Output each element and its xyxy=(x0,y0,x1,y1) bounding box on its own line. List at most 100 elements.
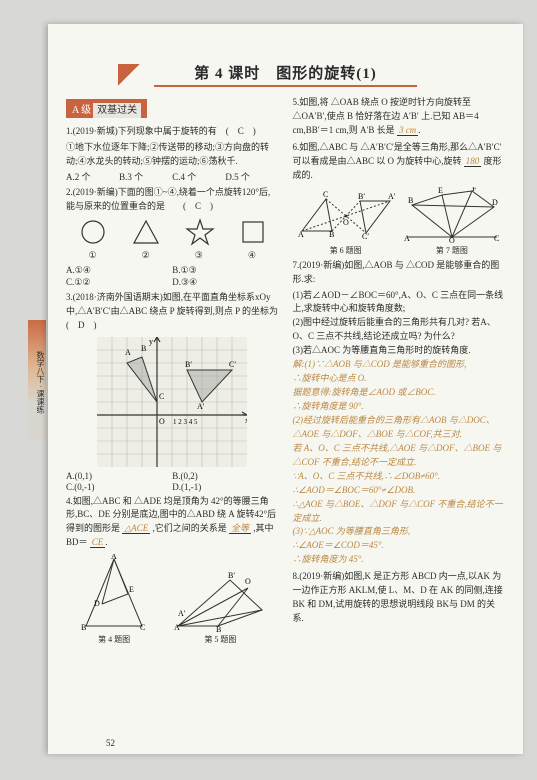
q7-s11: ∴∠AOE＝∠COD＝45°. xyxy=(293,539,506,553)
svg-text:A: A xyxy=(174,623,180,632)
corner-ornament xyxy=(118,64,140,86)
q5-cap: 第 5 题图 xyxy=(170,634,270,645)
q1-c: C.4 个 xyxy=(172,170,225,183)
q7-s1: 解:(1)∵△AOB 与△COD 是能够重合的图形, xyxy=(293,358,506,372)
q7-s12: ∴旋转角度为 45°. xyxy=(293,553,506,567)
svg-text:A′: A′ xyxy=(388,192,396,201)
svg-text:C′: C′ xyxy=(362,232,369,241)
level-text: A 级 xyxy=(72,105,91,116)
svg-text:B: B xyxy=(329,230,334,239)
svg-text:B′: B′ xyxy=(358,192,365,201)
q2-labels: ① ② ③ ④ xyxy=(66,250,279,261)
q2-stem: 2.(2019·新编)下面的图①~④,绕着一个点旋转120°后,能与原来的位置重… xyxy=(66,186,279,214)
svg-text:C: C xyxy=(323,190,328,199)
svg-text:y: y xyxy=(149,337,153,346)
q3-opts2: C.(0,-1) D.(1,-1) xyxy=(66,482,279,492)
right-column: 5.如图,将 △OAB 绕点 O 按逆时针方向旋转至△OA′B′,使点 B 恰好… xyxy=(293,93,506,645)
triangle-icon xyxy=(132,218,160,246)
page-number: 52 xyxy=(106,738,115,748)
level-badge: A 级双基过关 xyxy=(66,99,147,118)
q7-s8: ∴∠AOD＝∠BOC＝60°≠∠DOB. xyxy=(293,484,506,498)
q6-stem: 6.如图,△ABC 与 △A′B′C′是全等三角形,那么△A′B′C′可以看成是… xyxy=(293,141,506,183)
q3-c: C.(0,-1) xyxy=(66,482,172,492)
q7-s6: 若 A、O、C 三点不共线,△AOE 与△DOF、△BOE 与△COF 不重合,… xyxy=(293,442,506,470)
side-tab: 数学八下 · 课课练 xyxy=(28,320,46,440)
level-sub: 双基过关 xyxy=(93,103,141,118)
svg-text:B′: B′ xyxy=(228,571,235,580)
svg-text:B: B xyxy=(216,625,221,632)
svg-text:O: O xyxy=(343,218,349,227)
q3-grid: O 1 2 3 4 5 ABC B′C′A′ xy xyxy=(97,337,247,467)
svg-text:x: x xyxy=(245,416,247,425)
q2-opts2: C.①② D.③④ xyxy=(66,277,279,288)
q2-shapes xyxy=(66,218,279,246)
q7-s10: (3)∵△AOC 为等腰直角三角形, xyxy=(293,525,506,539)
q7-s7: ∵A、O、C 三点不共线,∴∠DOB≠60°. xyxy=(293,470,506,484)
q3-b: B.(0,2) xyxy=(172,471,278,481)
q6-cap-l: 第 6 题图 xyxy=(296,245,396,256)
q6-figs: O A B C B′ A′ C′ 第 6 题图 A C O B D xyxy=(293,187,506,256)
q1-b: B.3 个 xyxy=(119,170,172,183)
q1-d: D.5 个 xyxy=(225,170,278,183)
q1-a: A.2 个 xyxy=(66,170,119,183)
q7-stem: 7.(2019·新编)如图,△AOB 与 △COD 是能够重合的图形.求: xyxy=(293,259,506,287)
q3-stem: 3.(2018·济南外国语期末)如图,在平面直角坐标系xOy中,△A′B′C′由… xyxy=(66,291,279,333)
q4-cap-l: 第 4 题图 xyxy=(74,634,154,645)
q2-l3: ③ xyxy=(195,250,203,261)
svg-text:1 2 3 4 5: 1 2 3 4 5 xyxy=(173,418,198,426)
q5-ans: 3 cm xyxy=(397,125,418,136)
q2-opts1: A.①④ B.①③ xyxy=(66,265,279,276)
svg-text:F: F xyxy=(472,187,477,193)
lesson-title: 第 4 课时 图形的旋转(1) xyxy=(154,62,417,87)
svg-text:B: B xyxy=(141,344,146,353)
svg-text:B: B xyxy=(81,623,86,632)
q4-ans2: 全等 xyxy=(229,523,251,534)
q7-p3: (3)若△AOC 为等腰直角三角形时的旋转角度. xyxy=(293,344,506,358)
svg-text:A: A xyxy=(404,234,410,243)
q1-stem: 1.(2019·新城)下列现象中属于旋转的有 ( C ) xyxy=(66,125,279,139)
q4-ans3: CE xyxy=(90,537,106,548)
q3-opts1: A.(0,1) B.(0,2) xyxy=(66,471,279,481)
q4-ans1: △ACE xyxy=(122,523,150,534)
q1-body: ①地下水位逐年下降;②传送带的移动;③方向盘的转动;④水龙头的转动;⑤钟摆的运动… xyxy=(66,141,279,169)
svg-text:E: E xyxy=(438,187,443,195)
q1-opts: A.2 个 B.3 个 C.4 个 D.5 个 xyxy=(66,170,279,183)
page: 第 4 课时 图形的旋转(1) A 级双基过关 1.(2019·新城)下列现象中… xyxy=(48,24,523,754)
q5-stem: 5.如图,将 △OAB 绕点 O 按逆时针方向旋转至△OA′B′,使点 B 恰好… xyxy=(293,96,506,138)
svg-text:E: E xyxy=(129,585,134,594)
q6-ans: 180 xyxy=(464,156,482,167)
star-icon xyxy=(185,218,215,246)
q2-b: B.①③ xyxy=(172,265,278,276)
q6-fig: O A B C B′ A′ C′ xyxy=(296,187,396,243)
svg-text:D: D xyxy=(492,198,498,207)
q7-s4: ∴旋转角度是 90°. xyxy=(293,400,506,414)
q3-d: D.(1,-1) xyxy=(172,482,278,492)
svg-text:C′: C′ xyxy=(229,360,236,369)
svg-text:D: D xyxy=(94,599,100,608)
svg-text:O: O xyxy=(245,577,251,586)
q5-text: 5.如图,将 △OAB 绕点 O 按逆时针方向旋转至△OA′B′,使点 B 恰好… xyxy=(293,97,479,135)
q2-a: A.①④ xyxy=(66,265,172,276)
svg-text:A: A xyxy=(111,554,117,561)
q7-p1: (1)若∠AOD－∠BOC＝60°,A、O、C 三点在同一条线上,求旋转中心和旋… xyxy=(293,289,506,317)
left-column: A 级双基过关 1.(2019·新城)下列现象中属于旋转的有 ( C ) ①地下… xyxy=(66,93,279,645)
q4-figs: ABC DE 第 4 题图 OA A′B B′ 第 5 题图 xyxy=(66,554,279,645)
q7-s5: (2)经过旋转后能重合的三角形有△AOB 与△DOC、△AOE 与△DOF、△B… xyxy=(293,414,506,442)
svg-text:A: A xyxy=(298,230,304,239)
svg-text:C: C xyxy=(159,392,164,401)
svg-text:C: C xyxy=(140,623,145,632)
svg-text:A′: A′ xyxy=(197,402,205,411)
q3-a: A.(0,1) xyxy=(66,471,172,481)
q7-s2: ∴旋转中心是点 O. xyxy=(293,372,506,386)
q4-fig-left: A B C D E xyxy=(74,554,154,632)
q2-c: C.①② xyxy=(66,277,172,288)
q4-stem: 4.如图,△ABC 和 △ADE 均是顶角为 42°的等腰三角形,BC、DE 分… xyxy=(66,495,279,551)
circle-icon xyxy=(79,218,107,246)
q7-s3: 据题意得:旋转角是∠AOD 或∠BOC. xyxy=(293,386,506,400)
q2-l4: ④ xyxy=(248,250,256,261)
q2-l1: ① xyxy=(89,250,97,261)
svg-text:B: B xyxy=(408,196,413,205)
q5-fig: OA A′B B′ xyxy=(170,566,270,632)
q2-d: D.③④ xyxy=(172,277,278,288)
q7-s9: ∴△AOE 与△BOE、△DOF 与△COF 不重合,结论不一定成立. xyxy=(293,498,506,526)
